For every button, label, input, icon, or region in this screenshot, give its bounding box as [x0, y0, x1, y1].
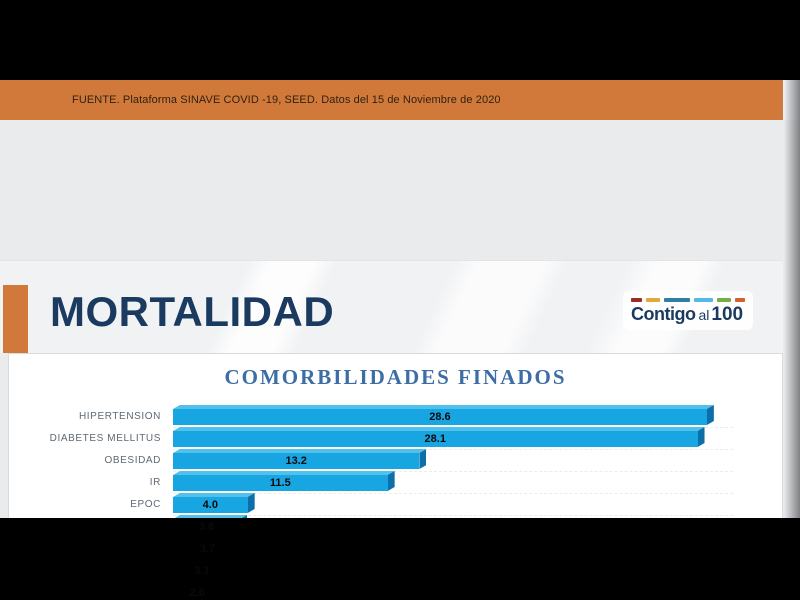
- bar-row: OBESIDAD 13.2: [9, 450, 739, 472]
- category-label: OBESIDAD: [104, 455, 161, 466]
- bar: 3.7: [173, 541, 243, 557]
- slide-header: MORTALIDAD Contigo al 100: [0, 260, 783, 353]
- bar-value-label: 3.7: [199, 543, 216, 555]
- bar: 2.6: [173, 585, 222, 600]
- chart-rows: HIPERTENSION 28.6 DIABETES MELLITUS 28.1 OBE…: [9, 406, 739, 600]
- category-label: EPOC: [130, 499, 161, 510]
- category-label: DIABETES MELLITUS: [49, 433, 161, 444]
- source-banner: FUENTE. Plataforma SINAVE COVID -19, SEE…: [0, 80, 783, 120]
- bar: 3.6: [173, 519, 241, 535]
- banner-row: FUENTE. Plataforma SINAVE COVID -19, SEE…: [0, 80, 800, 120]
- logo-text: Contigo al 100: [631, 305, 745, 324]
- bar-track: 2.6: [173, 582, 733, 600]
- bar-row: DIABETES MELLITUS 28.1: [9, 428, 739, 450]
- bar-value-label: 2.6: [189, 587, 205, 599]
- logo-word-100: 100: [711, 304, 744, 325]
- category-label: HIPERTENSION: [78, 411, 161, 422]
- logo-color-dashes-icon: [631, 298, 745, 302]
- bar-row: EPOC 4.0: [9, 494, 739, 516]
- source-text: FUENTE. Plataforma SINAVE COVID -19, SEE…: [72, 94, 501, 106]
- chart-title: COMORBILIDADES FINADOS: [224, 365, 567, 389]
- bar-row: HIPERTENSION 28.6: [9, 406, 739, 428]
- bar-track: 11.5: [173, 472, 733, 494]
- bar: 4.0: [173, 497, 248, 513]
- bar-value-label: 4.0: [202, 499, 218, 511]
- bar-value-label: 3.6: [198, 521, 215, 533]
- bar-track: 4.0: [173, 494, 733, 516]
- page-title: MORTALIDAD: [50, 288, 335, 335]
- page-background: MORTALIDAD Contigo al 100 COMORBILIDADES F…: [0, 120, 800, 600]
- bar-track: 28.1: [173, 428, 733, 450]
- contigo-al-100-logo: Contigo al 100: [623, 291, 753, 330]
- bar-value-label: 28.1: [424, 433, 446, 445]
- bar-value-label: 11.5: [269, 477, 291, 489]
- bar-value-label: 3.1: [194, 565, 210, 577]
- bar: 28.1: [173, 431, 698, 447]
- bar-value-label: 28.6: [429, 411, 451, 423]
- letterbox-top: [0, 0, 800, 80]
- bar-row: IR 11.5: [9, 472, 739, 494]
- logo-word-al: al: [698, 307, 710, 323]
- logo-word-contigo: Contigo: [631, 304, 696, 324]
- letterbox-bottom: [0, 518, 800, 600]
- bar-value-label: 13.2: [285, 455, 307, 467]
- orange-accent-square: [3, 285, 28, 353]
- category-label: IR: [149, 477, 161, 488]
- bar: 11.5: [173, 475, 388, 491]
- bar: 13.2: [173, 453, 420, 469]
- bar-track: 28.6: [173, 406, 733, 428]
- bar-track: 13.2: [173, 450, 733, 472]
- bar: 3.1: [173, 563, 231, 579]
- bar: 28.6: [173, 409, 707, 425]
